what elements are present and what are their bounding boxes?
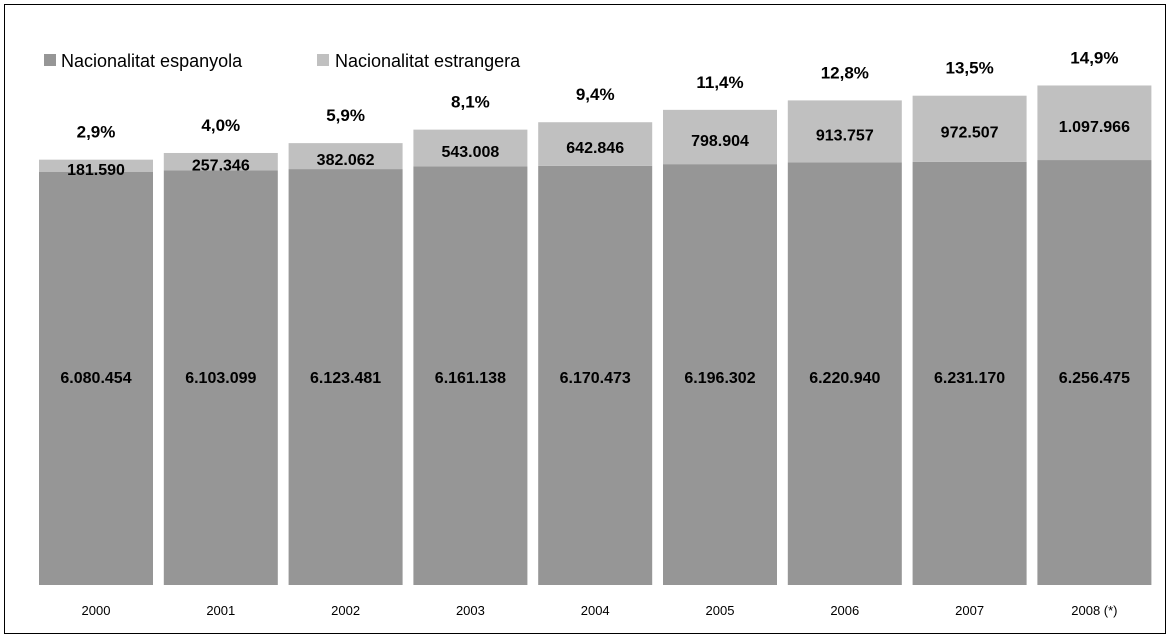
- bar-estrangera-2: [288, 143, 403, 170]
- value-label-espanyola-0: 6.080.454: [60, 370, 131, 387]
- bar-espanyola-0: [39, 172, 153, 585]
- bar-espanyola-6: [787, 162, 902, 585]
- bar-estrangera-8: [1037, 85, 1152, 161]
- legend: Nacionalitat espanyola Nacionalitat estr…: [44, 51, 521, 71]
- bar-estrangera-1: [163, 152, 278, 171]
- bar-estrangera-5: [663, 109, 777, 165]
- bar-espanyola-3: [413, 166, 528, 586]
- value-label-espanyola-7: 6.231.170: [934, 370, 1005, 387]
- value-label-espanyola-2: 6.123.481: [310, 370, 381, 387]
- percent-label-6: 12,8%: [821, 63, 869, 82]
- percent-label-4: 9,4%: [576, 85, 615, 104]
- bar-espanyola-7: [912, 161, 1027, 585]
- value-label-estrangera-1: 257.346: [192, 158, 250, 175]
- bar-espanyola-8: [1037, 160, 1152, 586]
- labels-group: 6.080.454 181.590 2,9% 6.103.099 257.346 4,0%…: [60, 48, 1130, 387]
- bar-espanyola-1: [163, 170, 278, 585]
- bar-estrangera-7: [912, 95, 1027, 162]
- chart-frame: Nacionalitat espanyola Nacionalitat estr…: [4, 4, 1166, 634]
- bar-espanyola-4: [538, 165, 653, 585]
- percent-label-1: 4,0%: [201, 116, 240, 135]
- x-tick-label-3: 2003: [456, 603, 485, 618]
- percent-label-5: 11,4%: [696, 73, 743, 92]
- x-axis-ticks: 2000 2001 2002 2003 2004 2005 2006 2007 2008 (*): [82, 603, 1118, 618]
- stacked-bar-chart: Nacionalitat espanyola Nacionalitat estr…: [39, 48, 1152, 618]
- value-label-estrangera-0: 181.590: [67, 162, 125, 179]
- legend-swatch-espanyola: [44, 54, 56, 66]
- percent-label-8: 14,9%: [1070, 48, 1118, 67]
- percent-label-0: 2,9%: [77, 123, 116, 142]
- legend-swatch-estrangera: [317, 54, 329, 66]
- percent-label-3: 8,1%: [451, 93, 490, 112]
- x-tick-label-8: 2008 (*): [1071, 603, 1117, 618]
- bar-espanyola-2: [288, 169, 403, 585]
- bar-estrangera-6: [787, 100, 902, 163]
- x-tick-label-7: 2007: [955, 603, 984, 618]
- value-label-espanyola-4: 6.170.473: [560, 370, 631, 387]
- x-tick-label-0: 2000: [82, 603, 111, 618]
- value-label-estrangera-8: 1.097.966: [1059, 119, 1130, 136]
- value-label-espanyola-3: 6.161.138: [435, 370, 506, 387]
- bar-estrangera-3: [413, 129, 528, 167]
- legend-label-estrangera: Nacionalitat estrangera: [335, 51, 521, 71]
- value-label-estrangera-5: 798.904: [691, 133, 749, 150]
- value-label-espanyola-8: 6.256.475: [1059, 370, 1130, 387]
- value-label-espanyola-6: 6.220.940: [809, 370, 880, 387]
- value-label-estrangera-2: 382.062: [317, 152, 375, 169]
- bars-group: [39, 85, 1152, 586]
- x-tick-label-4: 2004: [581, 603, 610, 618]
- x-tick-label-1: 2001: [206, 603, 235, 618]
- percent-label-2: 5,9%: [326, 106, 365, 125]
- value-label-estrangera-3: 543.008: [441, 144, 499, 161]
- value-label-estrangera-7: 972.507: [941, 125, 999, 142]
- percent-label-7: 13,5%: [945, 59, 993, 78]
- bar-espanyola-5: [663, 164, 777, 586]
- bar-estrangera-0: [39, 159, 153, 172]
- value-label-estrangera-4: 642.846: [566, 140, 624, 157]
- bar-estrangera-4: [538, 122, 653, 166]
- x-tick-label-5: 2005: [706, 603, 735, 618]
- x-tick-label-6: 2006: [830, 603, 859, 618]
- legend-label-espanyola: Nacionalitat espanyola: [61, 51, 243, 71]
- value-label-espanyola-5: 6.196.302: [684, 370, 755, 387]
- value-label-espanyola-1: 6.103.099: [185, 370, 256, 387]
- value-label-estrangera-6: 913.757: [816, 127, 874, 144]
- x-tick-label-2: 2002: [331, 603, 360, 618]
